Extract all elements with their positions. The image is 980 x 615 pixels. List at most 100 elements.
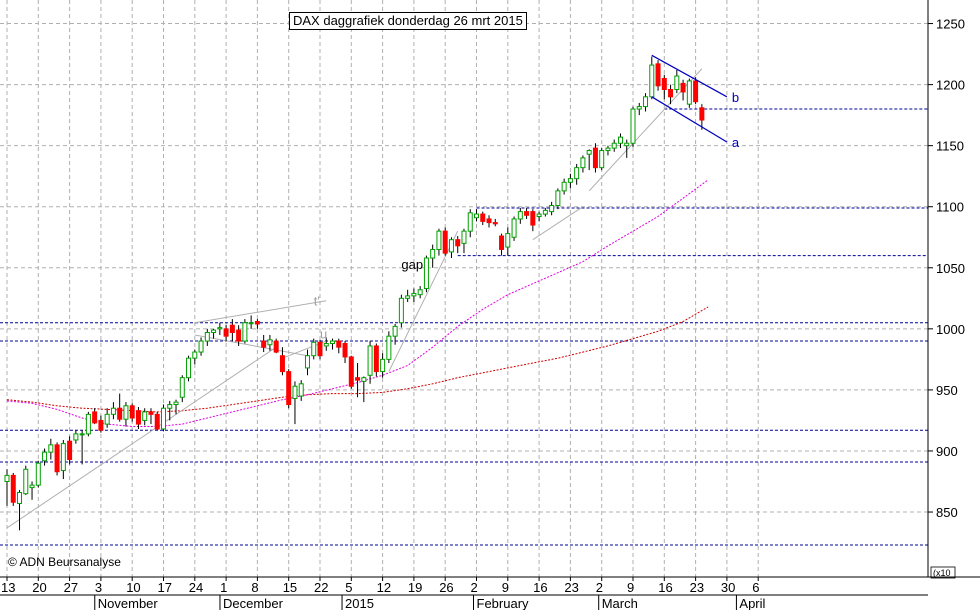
candle	[273, 338, 279, 354]
candle-body	[323, 343, 329, 347]
channel-label-a: a	[732, 135, 740, 150]
candle	[405, 289, 411, 302]
candle-body	[436, 230, 442, 250]
candle-body	[592, 147, 598, 169]
candle-body	[567, 178, 573, 183]
candle-body	[405, 295, 411, 299]
candle-body	[430, 248, 436, 259]
y-tick-label: 1050	[936, 261, 965, 276]
candle	[4, 469, 10, 506]
y-tick-label: 900	[936, 444, 958, 459]
candle	[123, 402, 129, 427]
trendline	[6, 346, 277, 529]
candle-body	[73, 433, 79, 441]
y-tick-label: 950	[936, 383, 958, 398]
candle	[292, 381, 298, 425]
candle-body	[167, 404, 173, 409]
candle	[254, 319, 260, 329]
candle	[674, 69, 680, 94]
candle-body	[380, 358, 386, 373]
y-tick-label: 1100	[936, 200, 964, 215]
candle-body	[367, 345, 373, 376]
x-tick-label: 2	[471, 580, 478, 595]
chart-title: DAX daggrafiek donderdag 26 mrt 2015	[289, 12, 527, 30]
candle-body	[248, 322, 254, 325]
candle	[236, 325, 242, 346]
candle-body	[411, 292, 417, 297]
candle-body	[417, 289, 423, 296]
candle-body	[148, 411, 154, 415]
candle	[555, 188, 561, 210]
candle-body	[617, 136, 623, 144]
candle	[148, 408, 154, 425]
candle	[511, 216, 517, 241]
candle	[23, 465, 29, 495]
annotation-text: gap	[401, 257, 423, 272]
candle-body	[630, 108, 636, 144]
candle	[542, 207, 548, 217]
candle-body	[536, 213, 542, 217]
y-tick-label: 1200	[936, 78, 965, 93]
month-label: February	[477, 596, 530, 610]
candle-body	[555, 190, 561, 207]
x-tick-label: 1	[220, 580, 227, 595]
candle	[455, 236, 461, 254]
candle	[693, 77, 699, 105]
candle-body	[4, 474, 10, 482]
candle	[173, 399, 179, 415]
candle-body	[92, 411, 98, 424]
candle-body	[643, 96, 649, 108]
candle	[448, 237, 454, 259]
candlesticks	[4, 56, 705, 531]
candle	[474, 209, 479, 222]
candle	[442, 227, 448, 256]
annotations: gap t' u	[314, 257, 423, 342]
y-scale-label: (x10	[933, 568, 951, 578]
candle	[279, 347, 285, 376]
candle	[430, 244, 436, 268]
candle	[574, 163, 580, 185]
candle-body	[211, 329, 217, 334]
candle	[35, 460, 41, 488]
x-tick-label: 27	[64, 580, 78, 595]
candle	[192, 349, 198, 365]
candle	[661, 74, 667, 100]
candle	[242, 319, 248, 344]
trendline	[194, 300, 327, 324]
candle	[492, 218, 498, 227]
x-tick-label: 20	[32, 580, 46, 595]
candle-body	[624, 142, 630, 147]
month-label: March	[602, 596, 638, 610]
candle-body	[605, 147, 611, 152]
candle	[417, 286, 423, 299]
candle	[373, 343, 379, 377]
candle	[355, 363, 361, 398]
candle-body	[549, 205, 555, 213]
candle	[317, 339, 323, 360]
candle	[517, 207, 523, 224]
candle-body	[229, 324, 235, 334]
candle	[217, 322, 223, 335]
y-tick-label: 1250	[936, 17, 965, 32]
candle	[110, 402, 116, 420]
candle	[67, 436, 73, 465]
candle	[286, 369, 292, 409]
x-tick-label: 30	[721, 580, 735, 595]
candle-body	[104, 413, 110, 425]
annotation-text: u	[320, 327, 327, 342]
candle	[186, 355, 192, 382]
candle-body	[680, 82, 686, 93]
candle-body	[611, 142, 617, 149]
candle	[267, 334, 273, 351]
candle-body	[649, 64, 655, 98]
candle	[411, 288, 417, 302]
candle-body	[455, 239, 461, 247]
x-tick-label: 22	[314, 580, 328, 595]
candle-body	[486, 218, 492, 224]
candle	[436, 228, 442, 256]
candle	[636, 102, 642, 116]
candle-body	[480, 213, 486, 222]
candle-body	[161, 407, 166, 430]
